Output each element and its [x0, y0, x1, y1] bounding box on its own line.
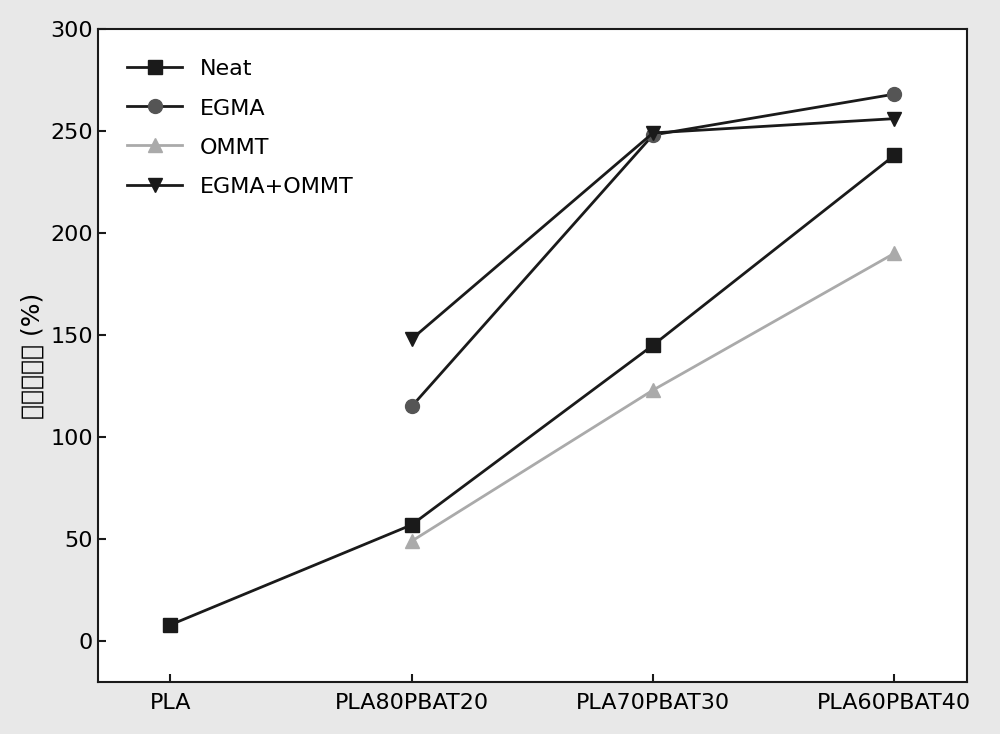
Line: OMMT: OMMT [405, 247, 901, 548]
EGMA+OMMT [647, 128, 659, 137]
Line: EGMA+OMMT: EGMA+OMMT [405, 112, 901, 346]
Neat [406, 520, 418, 529]
OMMT [406, 537, 418, 545]
Line: Neat: Neat [163, 148, 901, 632]
OMMT [647, 386, 659, 395]
EGMA [647, 131, 659, 139]
Neat [888, 151, 900, 160]
EGMA+OMMT [888, 115, 900, 123]
Line: EGMA: EGMA [405, 87, 901, 413]
EGMA [888, 90, 900, 98]
Y-axis label: 断裂伸长率 (%): 断裂伸长率 (%) [21, 292, 45, 418]
EGMA+OMMT [406, 335, 418, 344]
OMMT [888, 249, 900, 258]
Legend: Neat, EGMA, OMMT, EGMA+OMMT: Neat, EGMA, OMMT, EGMA+OMMT [109, 40, 372, 215]
EGMA [406, 402, 418, 411]
Neat [647, 341, 659, 349]
Neat [164, 620, 176, 629]
